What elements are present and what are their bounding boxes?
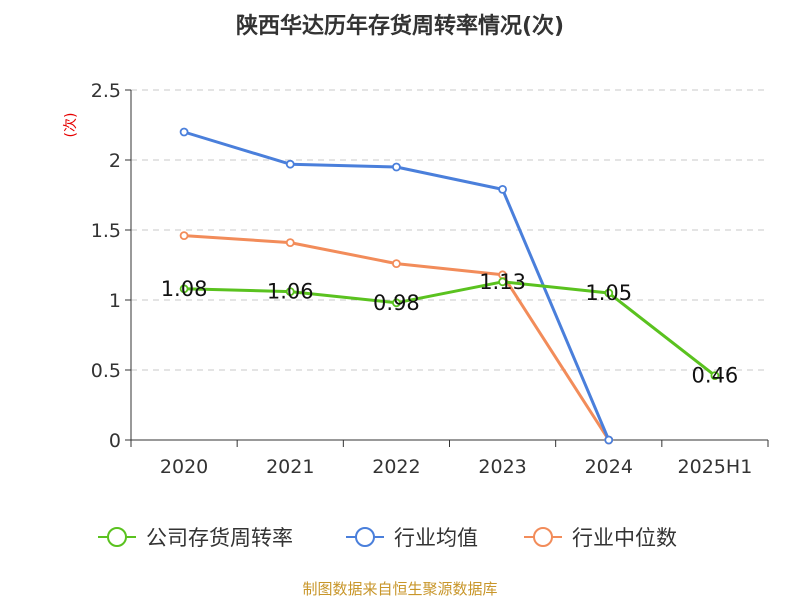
legend-label: 公司存货周转率	[146, 526, 293, 550]
data-point	[179, 284, 189, 294]
x-tick-label: 2023	[478, 456, 526, 478]
data-label: 1.13	[479, 270, 526, 294]
data-point	[179, 127, 189, 137]
data-point	[285, 287, 295, 297]
data-point	[392, 259, 401, 269]
data-label: 1.06	[267, 280, 314, 304]
x-tick-label: 2024	[585, 456, 633, 478]
data-point	[179, 231, 189, 241]
x-tick-label: 2020	[160, 456, 208, 478]
source-note: 制图数据来自恒生聚源数据库	[302, 580, 497, 598]
data-label: 0.46	[692, 364, 739, 388]
data-point	[604, 435, 614, 445]
y-tick-label: 0	[109, 430, 121, 452]
x-tick-label: 2025H1	[678, 456, 753, 478]
data-label: 1.08	[161, 277, 208, 301]
x-tick-label: 2022	[372, 456, 420, 478]
axes	[125, 89, 769, 447]
grid	[131, 89, 768, 371]
data-point	[392, 162, 401, 172]
legend-marker	[533, 527, 553, 547]
y-tick-label: 0.5	[91, 360, 121, 382]
data-point	[392, 298, 401, 308]
series-line	[184, 280, 716, 377]
y-tick-label: 2	[109, 150, 121, 172]
data-point	[285, 159, 295, 169]
legend: 公司存货周转率 行业均值 行业中位数	[98, 526, 677, 550]
y-tick-label: 1	[109, 290, 121, 312]
series-group	[179, 127, 720, 445]
y-axis-label: (次)	[63, 113, 79, 138]
legend-label: 行业均值	[394, 526, 478, 550]
legend-label: 行业中位数	[572, 526, 677, 550]
legend-marker	[107, 527, 127, 547]
y-tick-label: 1.5	[91, 220, 121, 242]
chart-title: 陕西华达历年存货周转率情况(次)	[236, 13, 564, 39]
data-label: 1.05	[585, 281, 632, 305]
data-point	[285, 238, 295, 248]
y-tick-label: 2.5	[91, 80, 121, 102]
legend-marker	[355, 527, 375, 547]
x-tick-label: 2021	[266, 456, 314, 478]
data-point	[604, 288, 614, 298]
data-label: 0.98	[373, 291, 420, 315]
data-point	[710, 371, 720, 381]
data-point	[498, 184, 507, 194]
data-point	[498, 277, 507, 287]
data-labels: 1.08 1.06 0.98 1.13 1.05 0.46	[161, 270, 739, 388]
tick-labels: 0 0.5 1 1.5 2 2.5 2020 2021 2022 2023 2024 2025H1	[91, 80, 753, 478]
